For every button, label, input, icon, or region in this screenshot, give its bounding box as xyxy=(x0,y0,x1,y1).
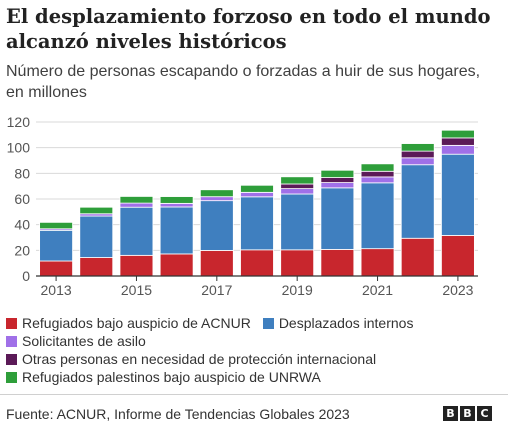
bar-segment xyxy=(119,254,154,277)
bar-segment xyxy=(199,200,234,251)
y-tick-label: 0 xyxy=(22,268,30,284)
bar-segment xyxy=(400,150,435,159)
bar-segment xyxy=(240,249,274,277)
bar-segment xyxy=(400,157,435,166)
x-tick-label: 2021 xyxy=(362,282,393,298)
x-tick-label: 2013 xyxy=(41,282,72,298)
legend-item: Refugiados bajo auspicio de ACNUR xyxy=(6,315,251,331)
bbc-logo-letter: C xyxy=(477,406,492,421)
y-tick-label: 20 xyxy=(14,242,30,258)
bar-segment xyxy=(159,202,194,208)
bar-segment xyxy=(79,206,114,215)
bar-segment xyxy=(400,164,435,239)
bar-segment xyxy=(360,170,395,178)
bar-segment xyxy=(159,253,194,277)
bar-segment xyxy=(320,249,355,277)
bar-segment xyxy=(320,187,355,250)
y-tick-label: 100 xyxy=(7,140,31,156)
bar-segment xyxy=(320,182,355,189)
y-tick-label: 60 xyxy=(14,191,30,207)
bar-segment xyxy=(199,189,234,198)
legend-row: Refugiados palestinos bajo auspicio de U… xyxy=(6,368,502,386)
x-tick-label: 2019 xyxy=(282,282,313,298)
chart-title: El desplazamiento forzoso en todo el mun… xyxy=(6,5,491,53)
bar-segment xyxy=(400,237,435,277)
bar-segment xyxy=(119,206,154,256)
legend-swatch xyxy=(6,371,17,383)
legend-label: Desplazados internos xyxy=(278,315,414,331)
chart-legend: Refugiados bajo auspicio de ACNUR Desplaz… xyxy=(6,314,502,386)
bar-segment xyxy=(199,250,234,277)
footer-divider xyxy=(0,394,508,395)
stacked-bar-chart: 0 20 40 60 80 100 120 2013 2015 2017 2019 2021 2023 xyxy=(7,114,478,298)
x-tick-label: 2023 xyxy=(442,282,473,298)
legend-label: Otras personas en necesidad de protecció… xyxy=(22,351,377,367)
legend-item: Otras personas en necesidad de protecció… xyxy=(6,351,376,367)
x-tick-label: 2017 xyxy=(201,282,232,298)
bar-segment xyxy=(119,196,154,204)
bar-segment xyxy=(280,249,315,277)
bar-segment xyxy=(199,196,234,202)
legend-swatch xyxy=(262,317,274,329)
bar-segment xyxy=(240,191,274,198)
y-tick-label: 40 xyxy=(14,217,30,233)
bbc-logo: B B C xyxy=(443,406,492,421)
bar-segment xyxy=(119,202,154,208)
legend-label: Refugiados bajo auspicio de ACNUR xyxy=(22,315,251,331)
legend-row: Otras personas en necesidad de protecció… xyxy=(6,350,502,368)
bar-segment xyxy=(39,229,73,262)
bar-segment xyxy=(39,260,73,277)
x-tick-label: 2015 xyxy=(121,282,152,298)
legend-swatch xyxy=(6,353,17,365)
bar-segment xyxy=(320,177,355,183)
bar-segment xyxy=(159,196,194,204)
bar-segment xyxy=(400,143,435,152)
bbc-logo-letter: B xyxy=(460,406,475,421)
bar-segment xyxy=(360,176,395,184)
legend-swatch xyxy=(6,317,17,329)
bar-segment xyxy=(240,184,274,193)
bar-segment xyxy=(441,129,475,139)
legend-item: Desplazados internos xyxy=(262,315,414,331)
legend-item: Refugiados palestinos bajo auspicio de U… xyxy=(6,369,321,385)
y-tick-label: 120 xyxy=(7,114,31,130)
bar-segment xyxy=(441,235,475,277)
bar-segment xyxy=(280,193,315,251)
bar-segment xyxy=(441,144,475,155)
bar-segment xyxy=(360,248,395,277)
legend-label: Solicitantes de asilo xyxy=(22,333,146,349)
bar-segment xyxy=(360,182,395,250)
bar-segment xyxy=(79,257,114,277)
chart-subtitle: Número de personas escapando o forzadas … xyxy=(6,63,481,101)
bar-segment xyxy=(79,215,114,258)
y-tick-label: 80 xyxy=(14,165,30,181)
bar-segment xyxy=(159,206,194,255)
bar-segment xyxy=(360,163,395,172)
bar-segment xyxy=(39,221,73,230)
legend-row: Refugiados bajo auspicio de ACNUR Desplaz… xyxy=(6,314,502,332)
legend-label: Refugiados palestinos bajo auspicio de U… xyxy=(22,369,321,385)
bar-segment xyxy=(280,183,315,190)
bar-segment xyxy=(441,137,475,146)
legend-item: Solicitantes de asilo xyxy=(6,333,146,349)
source-note: Fuente: ACNUR, Informe de Tendencias Glo… xyxy=(6,406,350,422)
legend-row: Solicitantes de asilo xyxy=(6,332,502,350)
bar-segment xyxy=(320,169,355,178)
bar-segment xyxy=(280,176,315,185)
bbc-logo-letter: B xyxy=(443,406,458,421)
bar-segment xyxy=(441,153,475,236)
bar-segment xyxy=(280,188,315,195)
legend-swatch xyxy=(6,335,17,347)
bar-segment xyxy=(240,196,274,251)
